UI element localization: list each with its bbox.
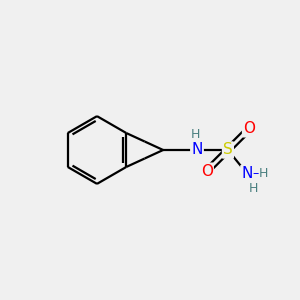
- Text: O: O: [201, 164, 213, 179]
- Text: N: N: [242, 166, 253, 181]
- Text: –: –: [253, 167, 259, 180]
- Text: H: H: [191, 128, 200, 141]
- Text: S: S: [223, 142, 233, 158]
- Text: H: H: [249, 182, 258, 195]
- Text: N: N: [191, 142, 203, 158]
- Text: O: O: [243, 121, 255, 136]
- Text: H: H: [259, 167, 268, 180]
